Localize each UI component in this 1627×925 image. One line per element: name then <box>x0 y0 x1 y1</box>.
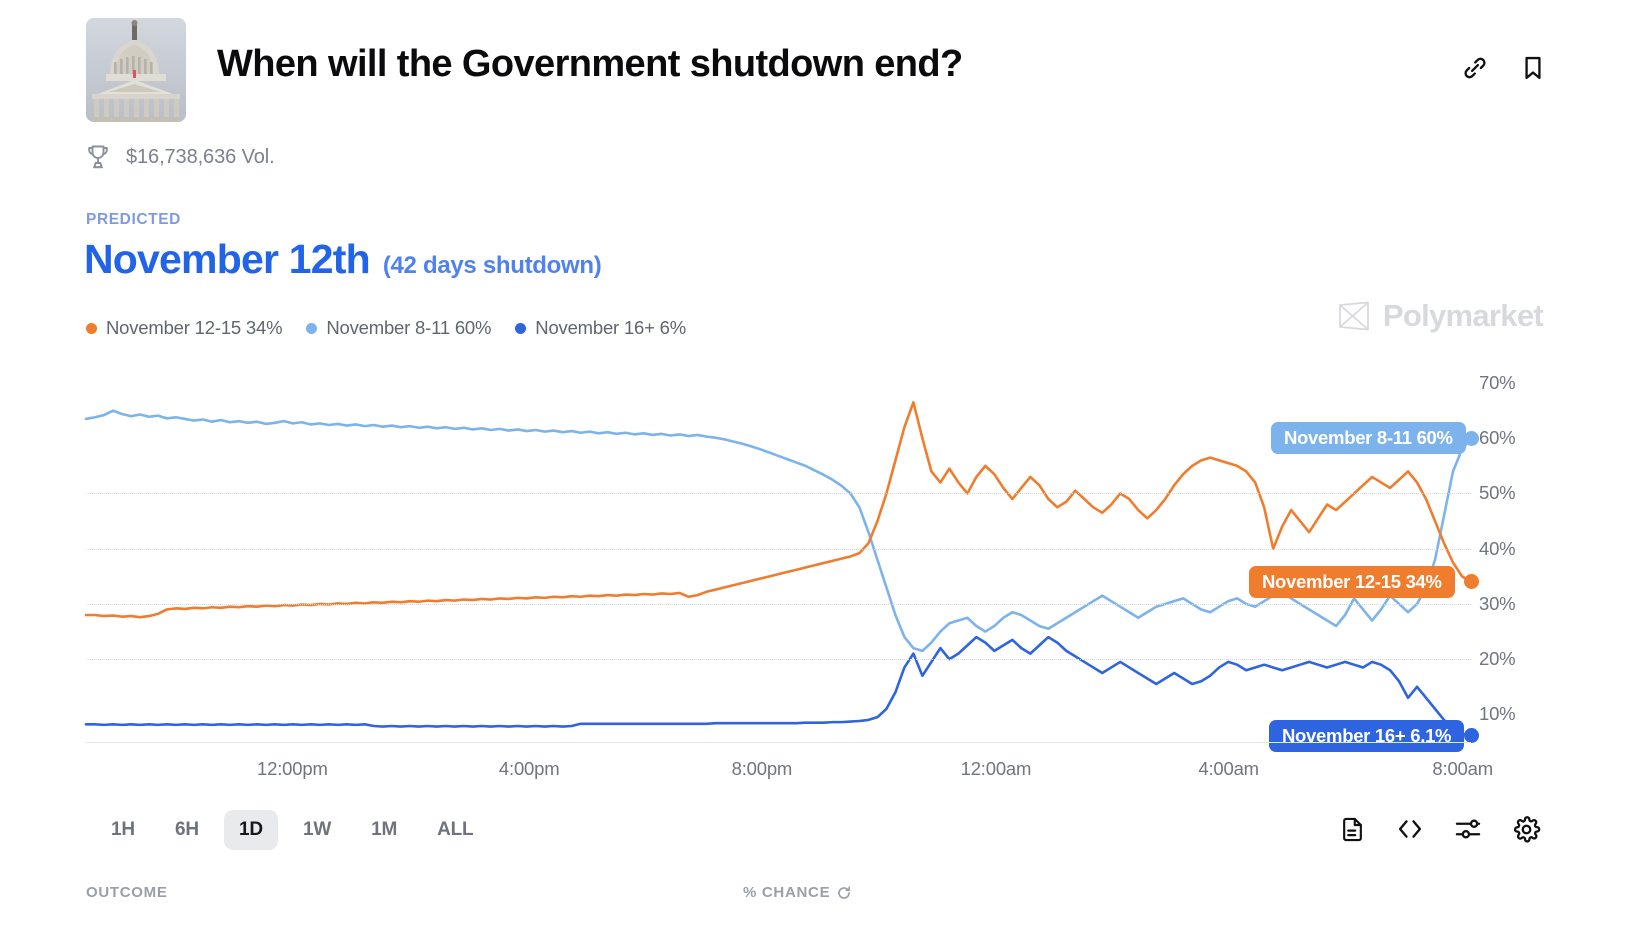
legend-dot-icon <box>515 322 527 334</box>
header-actions <box>1461 54 1547 82</box>
trophy-icon <box>86 144 110 170</box>
series-end-dot <box>1463 430 1479 446</box>
grid-line <box>86 493 1471 495</box>
x-axis-tick: 12:00pm <box>257 758 328 779</box>
x-axis-tick: 12:00am <box>960 758 1032 779</box>
link-icon[interactable] <box>1461 54 1489 82</box>
legend-item[interactable]: November 16+ 6% <box>515 317 686 339</box>
legend-item[interactable]: November 12-15 34% <box>86 317 283 339</box>
series-value-tooltip: November 16+ 6.1% <box>1269 719 1465 752</box>
y-axis-tick: 40% <box>1479 537 1516 559</box>
y-axis-tick: 30% <box>1479 592 1516 614</box>
series-end-dot <box>1463 574 1479 590</box>
price-chart[interactable]: November 8-11 60% November 12-15 34% Novem… <box>86 372 1479 752</box>
range-button-1d[interactable]: 1D <box>224 810 278 850</box>
sliders-icon[interactable] <box>1451 812 1485 846</box>
range-button-1w[interactable]: 1W <box>288 810 346 850</box>
legend-label: November 16+ 6% <box>535 317 687 338</box>
grid-line <box>86 603 1471 605</box>
predicted-label: PREDICTED <box>86 211 181 228</box>
legend-dot-icon <box>306 322 318 334</box>
chart-lines <box>86 372 1471 742</box>
x-axis-tick: 4:00am <box>1198 758 1259 779</box>
chart-legend: November 12-15 34% November 8-11 60% Novem… <box>86 317 686 339</box>
legend-label: November 8-11 60% <box>326 317 492 338</box>
watermark-text: Polymarket <box>1382 298 1544 333</box>
code-icon[interactable] <box>1393 812 1427 846</box>
legend-dot-icon <box>86 322 97 334</box>
x-axis-tick: 8:00am <box>1432 758 1493 779</box>
volume-row: $16,738,636 Vol. <box>86 144 275 170</box>
x-axis-line <box>86 742 1471 743</box>
y-axis-tick: 20% <box>1479 648 1516 670</box>
page-title: When will the Government shutdown end? <box>217 43 963 85</box>
document-icon[interactable] <box>1335 812 1369 846</box>
grid-line <box>86 659 1471 661</box>
range-button-1h[interactable]: 1H <box>96 810 150 850</box>
volume-text: $16,738,636 Vol. <box>126 145 275 168</box>
chart-tools <box>1335 812 1543 846</box>
range-button-6h[interactable]: 6H <box>160 810 214 850</box>
gear-icon[interactable] <box>1509 812 1543 846</box>
y-axis-tick: 70% <box>1479 372 1516 394</box>
grid-line <box>86 548 1471 550</box>
series-value-tooltip: November 8-11 60% <box>1271 422 1466 455</box>
series-value-tooltip: November 12-15 34% <box>1249 565 1455 598</box>
series-line <box>86 411 1471 651</box>
series-line <box>86 637 1471 736</box>
market-header: When will the Government shutdown end? <box>86 18 1547 128</box>
time-range-selector: 1H 6H 1D 1W 1M ALL <box>96 810 488 850</box>
market-thumbnail <box>86 18 186 122</box>
x-axis-tick: 4:00pm <box>498 758 560 779</box>
refresh-icon[interactable] <box>837 886 851 900</box>
bookmark-icon[interactable] <box>1519 54 1547 82</box>
column-header-chance-label: % CHANCE <box>743 884 831 901</box>
range-button-1m[interactable]: 1M <box>356 810 412 850</box>
range-button-all[interactable]: ALL <box>422 810 488 850</box>
polymarket-logo-icon <box>1337 301 1371 331</box>
predicted-block: November 12th (42 days shutdown) <box>84 236 602 283</box>
outcomes-table-header: OUTCOME % CHANCE <box>86 884 1471 924</box>
y-axis-tick: 50% <box>1479 482 1516 504</box>
y-axis-tick: 60% <box>1479 427 1516 449</box>
y-axis-labels: 10% 20% 30% 40% 50% 60% 70% <box>1479 372 1559 742</box>
series-end-dot <box>1463 728 1479 744</box>
predicted-date: November 12th <box>84 236 371 282</box>
polymarket-watermark: Polymarket <box>1337 298 1544 334</box>
x-axis-labels: 12:00pm 4:00pm 8:00pm 12:00am 4:00am 8:00am <box>86 758 1493 784</box>
legend-label: November 12-15 34% <box>106 317 283 338</box>
predicted-subtitle: (42 days shutdown) <box>382 252 602 279</box>
legend-item[interactable]: November 8-11 60% <box>306 317 491 339</box>
column-header-outcome: OUTCOME <box>86 884 168 901</box>
y-axis-tick: 10% <box>1479 703 1516 725</box>
column-header-chance: % CHANCE <box>743 884 851 901</box>
x-axis-tick: 8:00pm <box>731 758 793 779</box>
